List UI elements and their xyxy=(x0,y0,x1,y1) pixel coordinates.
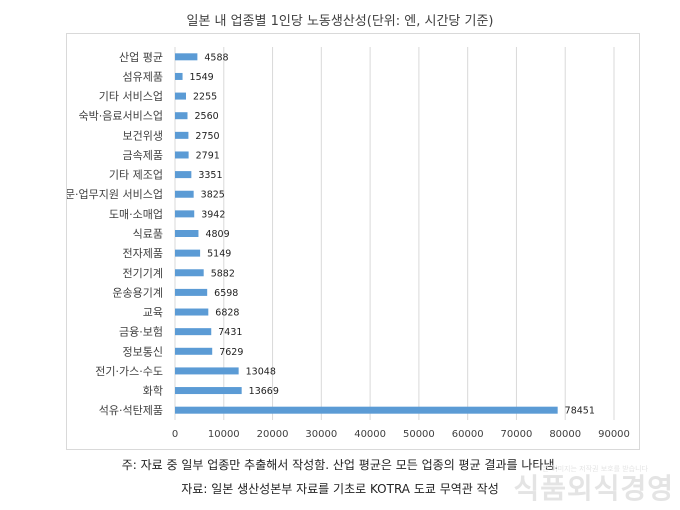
bar xyxy=(175,53,198,61)
bar xyxy=(175,92,186,100)
data-label: 5149 xyxy=(207,249,231,260)
x-tick-label: 30000 xyxy=(305,429,337,440)
bar xyxy=(175,151,189,159)
data-label: 13048 xyxy=(246,366,276,377)
category-label: 전자제품 xyxy=(123,247,163,260)
data-label: 1549 xyxy=(190,72,214,83)
category-label: 산업 평균 xyxy=(119,51,163,64)
category-label: 전문·업무지원 서비스업 xyxy=(67,188,163,201)
footnote: 주: 자료 중 일부 업종만 추출해서 작성함. 산업 평균은 모든 업종의 평… xyxy=(121,458,559,472)
bar xyxy=(175,347,213,355)
chart-title: 일본 내 업종별 1인당 노동생산성(단위: 엔, 시간당 기준) xyxy=(186,14,494,29)
x-tick-label: 70000 xyxy=(501,429,533,440)
x-tick-label: 50000 xyxy=(403,429,435,440)
bar xyxy=(175,210,195,218)
category-label: 교육 xyxy=(143,306,163,319)
x-tick-label: 0 xyxy=(172,429,178,440)
bar xyxy=(175,249,201,257)
data-label: 6828 xyxy=(215,308,239,319)
x-tick-label: 40000 xyxy=(354,429,386,440)
bar xyxy=(175,288,208,296)
data-label: 3351 xyxy=(198,170,222,181)
data-label: 78451 xyxy=(565,406,595,417)
source-note: 자료: 일본 생산성본부 자료를 기초로 KOTRA 도쿄 무역관 작성 xyxy=(181,482,499,496)
bar xyxy=(175,131,189,139)
bar xyxy=(175,328,212,336)
data-label: 7431 xyxy=(218,327,242,338)
data-label: 2255 xyxy=(193,92,217,103)
x-tick-label: 20000 xyxy=(257,429,289,440)
bar xyxy=(175,367,239,375)
category-label: 숙박·음료서비스업 xyxy=(79,110,163,123)
category-label: 도매·소매업 xyxy=(109,208,163,221)
data-label: 4809 xyxy=(205,229,229,240)
watermark-small-text: 본 이미지는 저작권 보호를 받습니다 xyxy=(542,465,649,473)
category-label: 전기기계 xyxy=(123,267,163,280)
data-label: 5882 xyxy=(211,268,235,279)
category-label: 전기·가스·수도 xyxy=(95,365,163,378)
data-label: 2750 xyxy=(195,131,219,142)
x-tick-label: 90000 xyxy=(598,429,630,440)
x-tick-label: 10000 xyxy=(208,429,240,440)
bar xyxy=(175,308,209,316)
category-label: 정보통신 xyxy=(123,345,163,358)
category-label: 화학 xyxy=(143,385,163,398)
category-label: 보건위생 xyxy=(123,129,163,142)
x-tick-label: 80000 xyxy=(549,429,581,440)
category-label: 식료품 xyxy=(133,228,163,241)
x-tick-label: 60000 xyxy=(452,429,484,440)
bar xyxy=(175,112,188,120)
bar xyxy=(175,190,194,198)
chart-frame: 0 10000 20000 30000 40000 50000 60000 70000 8000… xyxy=(66,33,640,450)
category-label: 석유·석탄제품 xyxy=(99,404,163,417)
data-label: 13669 xyxy=(249,386,279,397)
bar xyxy=(175,72,183,80)
bar xyxy=(175,387,242,395)
data-label: 3825 xyxy=(201,190,225,201)
bar-chart: 0 10000 20000 30000 40000 50000 60000 70000 8000… xyxy=(67,47,630,440)
bar xyxy=(175,406,558,414)
watermark-text: 식품외식경영 xyxy=(513,472,674,505)
category-label: 운송용기계 xyxy=(112,286,163,299)
bar xyxy=(175,230,199,237)
category-label: 금융·보험 xyxy=(119,326,163,339)
category-label: 섬유제품 xyxy=(123,70,163,83)
category-label: 금속제품 xyxy=(123,149,163,162)
data-label: 2791 xyxy=(196,150,220,161)
bar xyxy=(175,171,192,179)
category-label: 기타 서비스업 xyxy=(99,90,163,103)
data-label: 3942 xyxy=(201,209,225,220)
data-label: 7629 xyxy=(219,347,243,358)
data-label: 4588 xyxy=(204,52,228,63)
bar xyxy=(175,269,204,277)
category-label: 기타 제조업 xyxy=(109,169,163,182)
data-label: 2560 xyxy=(194,111,218,122)
data-label: 6598 xyxy=(214,288,238,299)
watermark-logo: 본 이미지는 저작권 보호를 받습니다 식품외식경영 xyxy=(513,464,674,504)
